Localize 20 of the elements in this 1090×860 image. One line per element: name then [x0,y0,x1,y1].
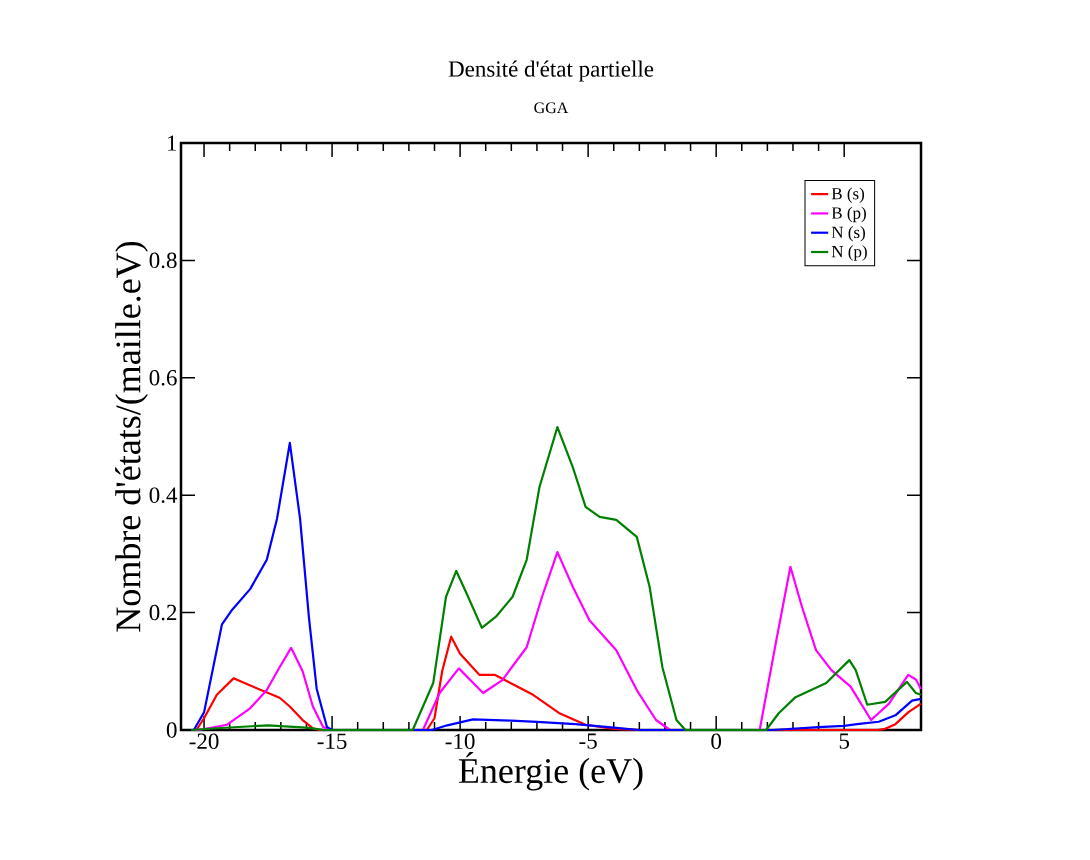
x-tick-label: 0 [711,733,722,750]
x-tick-label: 5 [839,733,850,749]
x-tick-label: -10 [445,733,475,750]
y-tick-label: 1 [167,135,177,151]
x-tick-label: -5 [579,733,597,749]
x-axis-title: Énergie (eV) [458,751,643,791]
chart-title: Densité d'état partielle [448,60,654,82]
chart-subtitle: GGA [534,102,569,114]
y-tick-label: 0.6 [149,369,177,386]
legend-label: N (s) [831,226,865,242]
x-tick-label: -20 [189,733,219,750]
y-tick-label: 0.8 [149,252,177,269]
y-tick-label: 0.4 [149,487,178,504]
x-tick-label: -15 [317,733,347,749]
legend-label: B (p) [831,206,866,223]
y-axis-title: Nombre d'états/(maille.eV) [115,241,148,632]
legend-label: B (s) [831,187,865,203]
y-tick-label: 0 [166,722,177,738]
legend-label: N (p) [831,245,867,261]
y-tick-label: 0.2 [149,604,177,621]
